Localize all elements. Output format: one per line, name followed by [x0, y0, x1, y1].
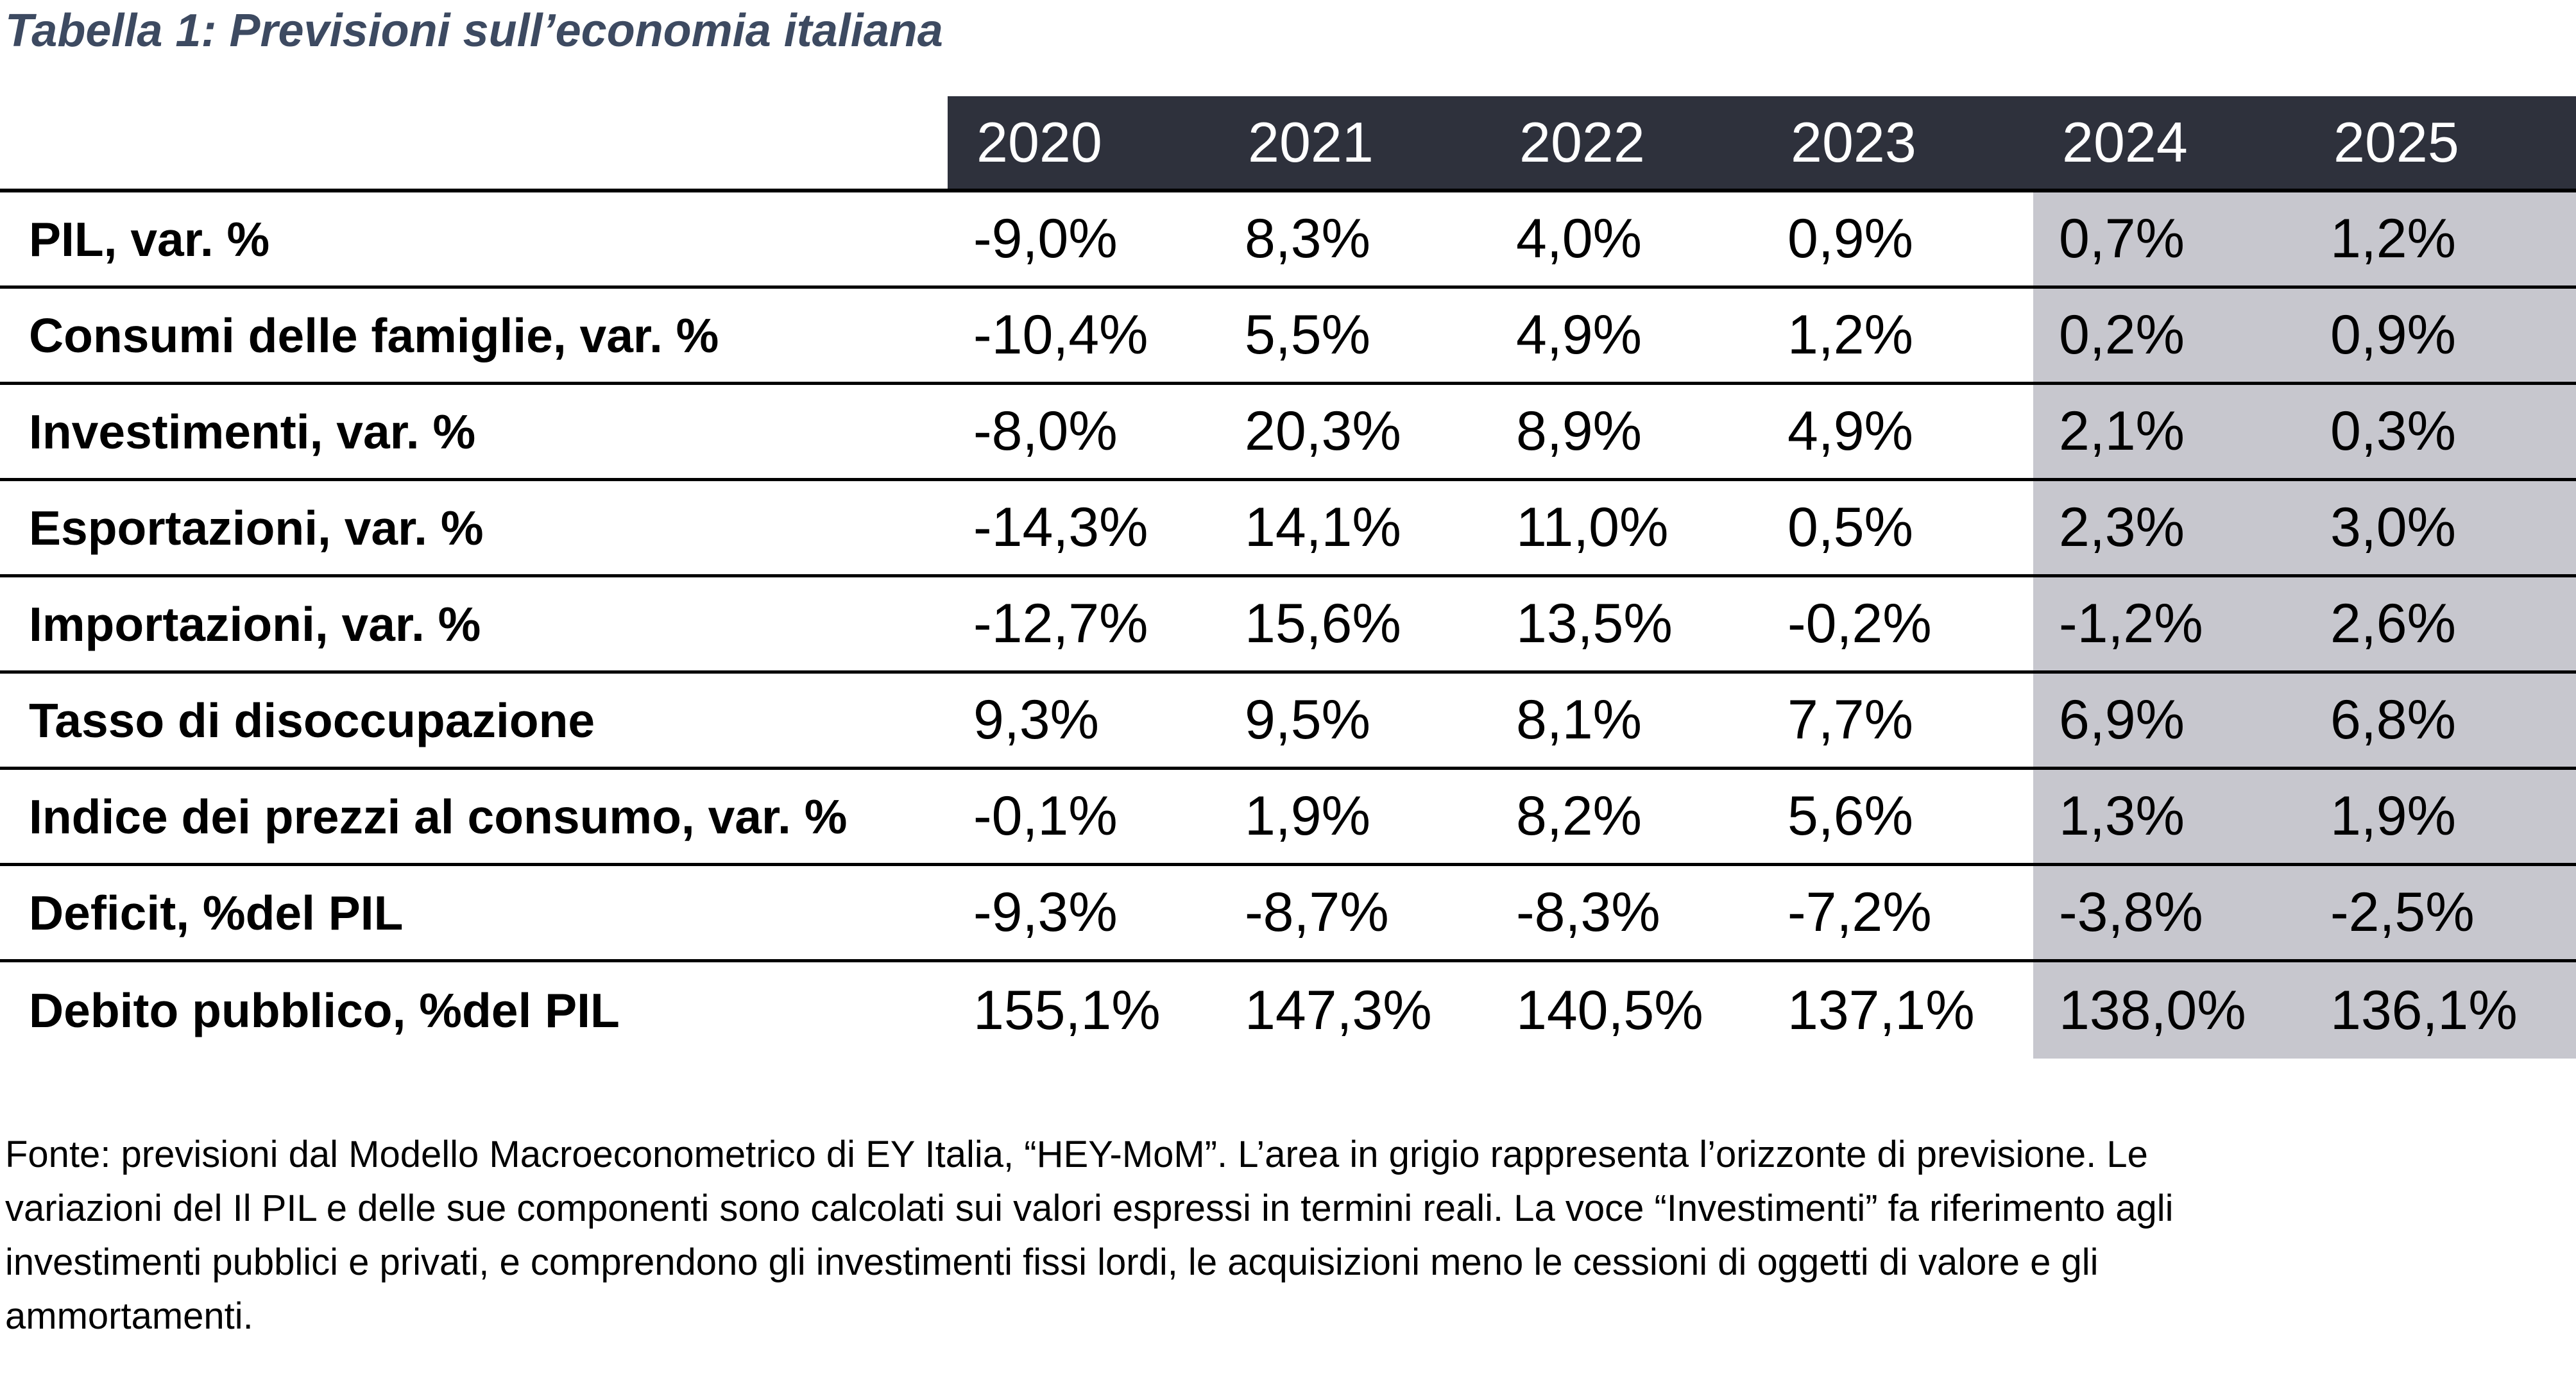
cell-value-forecast: 6,9% [2033, 674, 2305, 767]
row-label: Indice dei prezzi al consumo, var. % [0, 770, 948, 863]
cell-value-forecast: 2,3% [2033, 481, 2305, 574]
footnote-line: investimenti pubblici e privati, e compr… [5, 1241, 2099, 1283]
cell-value-forecast: 1,9% [2305, 770, 2576, 863]
cell-value: -7,2% [1762, 866, 2033, 959]
footnote-line: variazioni del Il PIL e delle sue compon… [5, 1187, 2174, 1229]
cell-value-forecast: 0,2% [2033, 289, 2305, 382]
col-header-2024: 2024 [2033, 96, 2305, 189]
cell-value: 1,9% [1219, 770, 1490, 863]
cell-value: 11,0% [1490, 481, 1762, 574]
cell-value: 9,5% [1219, 674, 1490, 767]
cell-value: 8,3% [1219, 192, 1490, 285]
cell-value: 9,3% [948, 674, 1219, 767]
cell-value: 8,9% [1490, 385, 1762, 478]
row-label: Deficit, %del PIL [0, 866, 948, 959]
cell-value: 0,5% [1762, 481, 2033, 574]
cell-value-forecast: -1,2% [2033, 577, 2305, 670]
col-header-2023: 2023 [1762, 96, 2033, 189]
cell-value: 1,2% [1762, 289, 2033, 382]
cell-value: 7,7% [1762, 674, 2033, 767]
footnote-line: Fonte: previsioni dal Modello Macroecono… [5, 1134, 2148, 1175]
row-label: Consumi delle famiglie, var. % [0, 289, 948, 382]
cell-value: -8,0% [948, 385, 1219, 478]
cell-value: 147,3% [1219, 962, 1490, 1059]
table-row-esportazioni: Esportazioni, var. % -14,3% 14,1% 11,0% … [0, 481, 2576, 577]
cell-value-forecast: 2,6% [2305, 577, 2576, 670]
cell-value: 4,9% [1762, 385, 2033, 478]
cell-value: 155,1% [948, 962, 1219, 1059]
table-row-importazioni: Importazioni, var. % -12,7% 15,6% 13,5% … [0, 577, 2576, 674]
cell-value: -9,0% [948, 192, 1219, 285]
table-header-row: 2020 2021 2022 2023 2024 2025 [0, 96, 2576, 192]
cell-value: -9,3% [948, 866, 1219, 959]
row-label: Tasso di disoccupazione [0, 674, 948, 767]
cell-value: 20,3% [1219, 385, 1490, 478]
cell-value-forecast: 0,3% [2305, 385, 2576, 478]
row-label: PIL, var. % [0, 192, 948, 285]
source-footnote: Fonte: previsioni dal Modello Macroecono… [5, 1128, 2568, 1343]
col-header-2022: 2022 [1490, 96, 1762, 189]
footnote-line: ammortamenti. [5, 1295, 253, 1337]
cell-value-forecast: 0,7% [2033, 192, 2305, 285]
cell-value-forecast: -3,8% [2033, 866, 2305, 959]
cell-value: -0,1% [948, 770, 1219, 863]
cell-value-forecast: 2,1% [2033, 385, 2305, 478]
table-row-debito: Debito pubblico, %del PIL 155,1% 147,3% … [0, 962, 2576, 1059]
cell-value-forecast: 3,0% [2305, 481, 2576, 574]
cell-value: 137,1% [1762, 962, 2033, 1059]
cell-value: -10,4% [948, 289, 1219, 382]
cell-value-forecast: 1,2% [2305, 192, 2576, 285]
cell-value: 8,1% [1490, 674, 1762, 767]
cell-value-forecast: -2,5% [2305, 866, 2576, 959]
cell-value: -8,3% [1490, 866, 1762, 959]
row-label: Importazioni, var. % [0, 577, 948, 670]
table-row-investimenti: Investimenti, var. % -8,0% 20,3% 8,9% 4,… [0, 385, 2576, 481]
cell-value: 15,6% [1219, 577, 1490, 670]
table-row-deficit: Deficit, %del PIL -9,3% -8,7% -8,3% -7,2… [0, 866, 2576, 962]
cell-value: -14,3% [948, 481, 1219, 574]
col-header-2025: 2025 [2305, 96, 2576, 189]
cell-value: 140,5% [1490, 962, 1762, 1059]
cell-value: 5,5% [1219, 289, 1490, 382]
cell-value: 14,1% [1219, 481, 1490, 574]
cell-value-forecast: 138,0% [2033, 962, 2305, 1059]
cell-value: -0,2% [1762, 577, 2033, 670]
cell-value: 0,9% [1762, 192, 2033, 285]
row-label: Debito pubblico, %del PIL [0, 962, 948, 1059]
cell-value: 4,9% [1490, 289, 1762, 382]
cell-value: 5,6% [1762, 770, 2033, 863]
row-label: Esportazioni, var. % [0, 481, 948, 574]
table-row-pil: PIL, var. % -9,0% 8,3% 4,0% 0,9% 0,7% 1,… [0, 192, 2576, 289]
col-header-2020: 2020 [948, 96, 1219, 189]
cell-value-forecast: 136,1% [2305, 962, 2576, 1059]
table-row-disoccupazione: Tasso di disoccupazione 9,3% 9,5% 8,1% 7… [0, 674, 2576, 770]
cell-value-forecast: 0,9% [2305, 289, 2576, 382]
economic-forecast-table: 2020 2021 2022 2023 2024 2025 PIL, var. … [0, 96, 2576, 1059]
cell-value: 13,5% [1490, 577, 1762, 670]
cell-value-forecast: 1,3% [2033, 770, 2305, 863]
table-row-prezzi: Indice dei prezzi al consumo, var. % -0,… [0, 770, 2576, 866]
row-label: Investimenti, var. % [0, 385, 948, 478]
page-title: Tabella 1: Previsioni sull’economia ital… [5, 5, 943, 56]
cell-value-forecast: 6,8% [2305, 674, 2576, 767]
cell-value: 4,0% [1490, 192, 1762, 285]
cell-value: -12,7% [948, 577, 1219, 670]
table-row-consumi: Consumi delle famiglie, var. % -10,4% 5,… [0, 289, 2576, 385]
cell-value: -8,7% [1219, 866, 1490, 959]
cell-value: 8,2% [1490, 770, 1762, 863]
col-header-2021: 2021 [1219, 96, 1490, 189]
header-spacer [0, 96, 948, 189]
